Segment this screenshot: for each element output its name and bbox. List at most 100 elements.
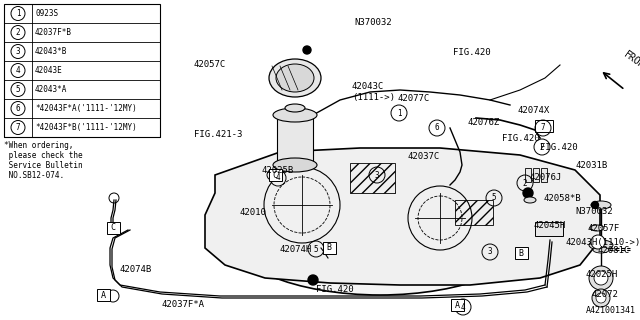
Text: 2: 2 (523, 179, 527, 188)
Text: 4: 4 (276, 173, 280, 182)
Ellipse shape (273, 158, 317, 172)
Bar (525, 168, 531, 182)
Circle shape (308, 275, 318, 285)
Circle shape (592, 289, 610, 307)
Ellipse shape (225, 165, 535, 295)
Text: 3: 3 (488, 247, 492, 257)
Text: C: C (273, 171, 278, 180)
Text: (1111->): (1111->) (352, 93, 395, 102)
Text: FIG.420: FIG.420 (453, 48, 491, 57)
Text: *When ordering,: *When ordering, (4, 141, 74, 150)
Text: 42058*B: 42058*B (543, 194, 580, 203)
Bar (515, 247, 527, 259)
Text: 42043C: 42043C (352, 82, 384, 91)
Circle shape (591, 202, 598, 209)
Text: B: B (326, 244, 332, 252)
Ellipse shape (590, 225, 604, 231)
Circle shape (589, 266, 613, 290)
Text: 4: 4 (16, 66, 20, 75)
Text: 42077C: 42077C (398, 94, 430, 103)
Text: 3: 3 (374, 171, 380, 180)
Text: 42043E: 42043E (35, 66, 63, 75)
Text: 6: 6 (16, 104, 20, 113)
Text: 42081C: 42081C (598, 246, 630, 255)
Text: 2: 2 (540, 142, 544, 151)
Bar (535, 222, 563, 236)
Bar (97, 289, 109, 301)
Text: 42057F: 42057F (587, 224, 620, 233)
Ellipse shape (273, 108, 317, 122)
Text: A421001341: A421001341 (586, 306, 636, 315)
Text: 42025B: 42025B (261, 166, 293, 175)
Text: NO.SB12-074.: NO.SB12-074. (4, 171, 64, 180)
Ellipse shape (285, 104, 305, 112)
Text: 42010: 42010 (240, 208, 267, 217)
Ellipse shape (524, 197, 536, 203)
Text: A: A (454, 300, 460, 309)
Text: 42025H: 42025H (586, 270, 618, 279)
Text: 42072: 42072 (591, 290, 618, 299)
Text: 5: 5 (314, 244, 318, 253)
Circle shape (523, 188, 533, 198)
Bar (4, 4, 160, 137)
Text: 42031B: 42031B (575, 161, 607, 170)
Text: 5: 5 (492, 194, 496, 203)
Text: 0923S: 0923S (35, 9, 58, 18)
Ellipse shape (269, 59, 321, 97)
Text: 42043H(1110->): 42043H(1110->) (565, 238, 640, 247)
Text: FIG.421-3: FIG.421-3 (194, 130, 243, 139)
Circle shape (303, 46, 311, 54)
Text: 6: 6 (435, 124, 439, 132)
Text: 42037C: 42037C (408, 152, 440, 161)
Circle shape (594, 271, 608, 285)
Text: 5: 5 (16, 85, 20, 94)
Ellipse shape (593, 247, 609, 253)
Text: FIG.420: FIG.420 (316, 285, 354, 294)
Bar (323, 242, 335, 254)
Bar (535, 120, 553, 132)
Bar (350, 163, 395, 193)
Text: 42037F*A: 42037F*A (162, 300, 205, 309)
Text: FIG.420: FIG.420 (502, 134, 540, 143)
Bar (451, 299, 463, 311)
Bar (106, 222, 120, 234)
Text: 7: 7 (541, 124, 545, 132)
Text: 42074H: 42074H (280, 245, 312, 254)
Bar (455, 200, 493, 225)
Circle shape (591, 235, 605, 249)
Text: 42037F*B: 42037F*B (35, 28, 72, 37)
Text: N370032: N370032 (575, 207, 612, 216)
Text: please check the: please check the (4, 151, 83, 160)
Text: 42074B: 42074B (120, 265, 152, 274)
Circle shape (596, 293, 606, 303)
Ellipse shape (591, 201, 611, 209)
Bar (541, 168, 547, 182)
Bar (277, 115, 313, 165)
Text: N370032: N370032 (354, 18, 392, 27)
PathPatch shape (205, 148, 600, 285)
Text: FIG.420: FIG.420 (540, 143, 578, 152)
Text: 42043*A: 42043*A (35, 85, 67, 94)
Text: 42045H: 42045H (533, 221, 565, 230)
Text: 42043*B: 42043*B (35, 47, 67, 56)
Ellipse shape (276, 64, 314, 92)
Text: 1: 1 (16, 9, 20, 18)
Text: 3: 3 (16, 47, 20, 56)
Text: 42076J: 42076J (530, 173, 563, 182)
Text: *42043F*B('1111-'12MY): *42043F*B('1111-'12MY) (35, 123, 137, 132)
Text: C: C (111, 223, 115, 233)
Text: Service Bulletin: Service Bulletin (4, 161, 83, 170)
Text: 2: 2 (16, 28, 20, 37)
Bar (269, 169, 282, 181)
Text: 42076Z: 42076Z (468, 118, 500, 127)
Text: *42043F*A('1111-'12MY): *42043F*A('1111-'12MY) (35, 104, 137, 113)
Text: FRONT: FRONT (622, 50, 640, 75)
Text: 7: 7 (16, 123, 20, 132)
Bar (533, 168, 539, 182)
Text: 42057C: 42057C (193, 60, 225, 69)
Text: 42074X: 42074X (518, 106, 550, 115)
Text: 4: 4 (461, 302, 465, 311)
Ellipse shape (589, 240, 613, 250)
Text: B: B (518, 249, 524, 258)
Text: 1: 1 (397, 108, 401, 117)
